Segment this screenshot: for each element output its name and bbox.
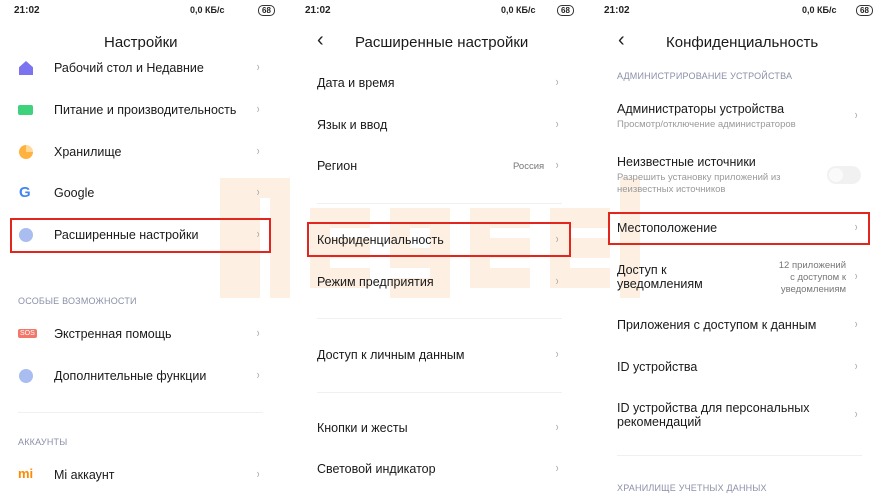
item-ad-id-2: рекомендаций [617, 415, 702, 429]
divider [317, 318, 562, 319]
notif-value: уведомлениям [780, 284, 846, 295]
chevron-right-icon: › [256, 184, 260, 199]
chevron-right-icon: › [854, 358, 858, 373]
unknown-sources-toggle[interactable] [827, 166, 861, 184]
battery-icon [18, 105, 33, 115]
page-title: Конфиденциальность [666, 34, 819, 51]
chevron-right-icon: › [256, 226, 260, 241]
item-date-time[interactable]: Дата и время [317, 76, 395, 90]
watermark-logo [220, 178, 640, 298]
section-header: ХРАНИЛИЩЕ УЧЕТНЫХ ДАННЫХ [617, 483, 767, 493]
chevron-right-icon: › [256, 59, 260, 74]
item-language[interactable]: Язык и ввод [317, 118, 388, 132]
chevron-right-icon: › [256, 466, 260, 481]
more-icon [19, 228, 33, 242]
settings-screen: 21:02 0,0 КБ/с 68 Настройки Рабочий стол… [0, 0, 293, 500]
chevron-right-icon: › [555, 273, 559, 288]
chevron-right-icon: › [854, 316, 858, 331]
back-button[interactable]: ‹ [618, 29, 625, 51]
item-notification-access[interactable]: Доступ к [617, 263, 667, 277]
item-led[interactable]: Световой индикатор [317, 462, 436, 476]
sos-icon: SOS [18, 329, 37, 338]
item-unknown-sources: Неизвестные источники [617, 155, 756, 169]
battery-icon: 68 [557, 5, 574, 16]
section-header: АДМИНИСТРИРОВАНИЕ УСТРОЙСТВА [617, 71, 793, 81]
highlight-box [307, 222, 571, 257]
chevron-right-icon: › [555, 346, 559, 361]
item-data-access[interactable]: Приложения с доступом к данным [617, 318, 817, 332]
item-enterprise[interactable]: Режим предприятия [317, 275, 434, 289]
item-notification-access-2: уведомлениям [617, 277, 703, 291]
notif-value: 12 приложений [778, 260, 846, 271]
mi-icon: mi [18, 466, 34, 481]
item-advanced-settings[interactable]: Расширенные настройки [54, 228, 199, 242]
item-subtitle: Разрешить установку приложений из [617, 172, 781, 183]
item-location[interactable]: Местоположение [617, 221, 718, 235]
status-time: 21:02 [604, 5, 630, 16]
chevron-right-icon: › [555, 419, 559, 434]
chevron-right-icon: › [256, 101, 260, 116]
item-personal-data[interactable]: Доступ к личным данным [317, 348, 465, 362]
item-buttons-gestures[interactable]: Кнопки и жесты [317, 421, 408, 435]
chevron-right-icon: › [555, 74, 559, 89]
divider [18, 412, 263, 413]
storage-icon [19, 145, 33, 159]
item-emergency[interactable]: Экстренная помощь [54, 327, 172, 341]
item-subtitle: неизвестных источников [617, 184, 726, 195]
google-icon: G [19, 184, 31, 201]
battery-icon: 68 [856, 5, 873, 16]
section-header: АККАУНТЫ [18, 437, 68, 447]
status-time: 21:02 [305, 5, 331, 16]
item-subtitle: Просмотр/отключение администраторов [617, 119, 796, 130]
chevron-right-icon: › [854, 107, 858, 122]
more-icon [19, 369, 33, 383]
chevron-right-icon: › [854, 406, 858, 421]
chevron-right-icon: › [555, 460, 559, 475]
item-desktop[interactable]: Рабочий стол и Недавние [54, 61, 204, 75]
item-privacy[interactable]: Конфиденциальность [317, 233, 444, 247]
home-icon [19, 61, 33, 75]
chevron-right-icon: › [854, 268, 858, 283]
item-region[interactable]: Регион [317, 159, 358, 173]
notif-value: с доступом к [790, 272, 846, 283]
divider [317, 392, 562, 393]
chevron-right-icon: › [854, 219, 858, 234]
chevron-right-icon: › [256, 367, 260, 382]
item-power[interactable]: Питание и производительность [54, 103, 237, 117]
item-device-admins[interactable]: Администраторы устройства [617, 102, 785, 116]
divider [617, 455, 862, 456]
back-button[interactable]: ‹ [317, 29, 324, 51]
page-title: Настройки [104, 34, 178, 51]
chevron-right-icon: › [555, 231, 559, 246]
status-net: 0,0 КБ/с [190, 5, 225, 15]
item-device-id[interactable]: ID устройства [617, 360, 698, 374]
chevron-right-icon: › [555, 116, 559, 131]
chevron-right-icon: › [256, 325, 260, 340]
item-mi-account[interactable]: Mi аккаунт [54, 468, 115, 482]
status-time: 21:02 [14, 5, 40, 16]
section-header: ОСОБЫЕ ВОЗМОЖНОСТИ [18, 296, 137, 306]
item-google[interactable]: Google [54, 186, 95, 200]
status-net: 0,0 КБ/с [802, 5, 837, 15]
item-storage[interactable]: Хранилище [54, 145, 122, 159]
divider [317, 203, 562, 204]
item-ad-id[interactable]: ID устройства для персональных [617, 401, 810, 415]
highlight-box [608, 212, 870, 245]
advanced-settings-screen: 21:02 0,0 КБ/с 68 ‹ Расширенные настройк… [293, 0, 586, 500]
highlight-box [10, 218, 271, 253]
chevron-right-icon: › [555, 157, 559, 172]
chevron-right-icon: › [256, 143, 260, 158]
region-value: Россия [513, 161, 545, 172]
page-title: Расширенные настройки [355, 34, 529, 51]
battery-icon: 68 [258, 5, 275, 16]
status-net: 0,0 КБ/с [501, 5, 536, 15]
privacy-screen: 21:02 0,0 КБ/с 68 ‹ Конфиденциальность А… [600, 0, 880, 500]
item-additional[interactable]: Дополнительные функции [54, 369, 207, 383]
